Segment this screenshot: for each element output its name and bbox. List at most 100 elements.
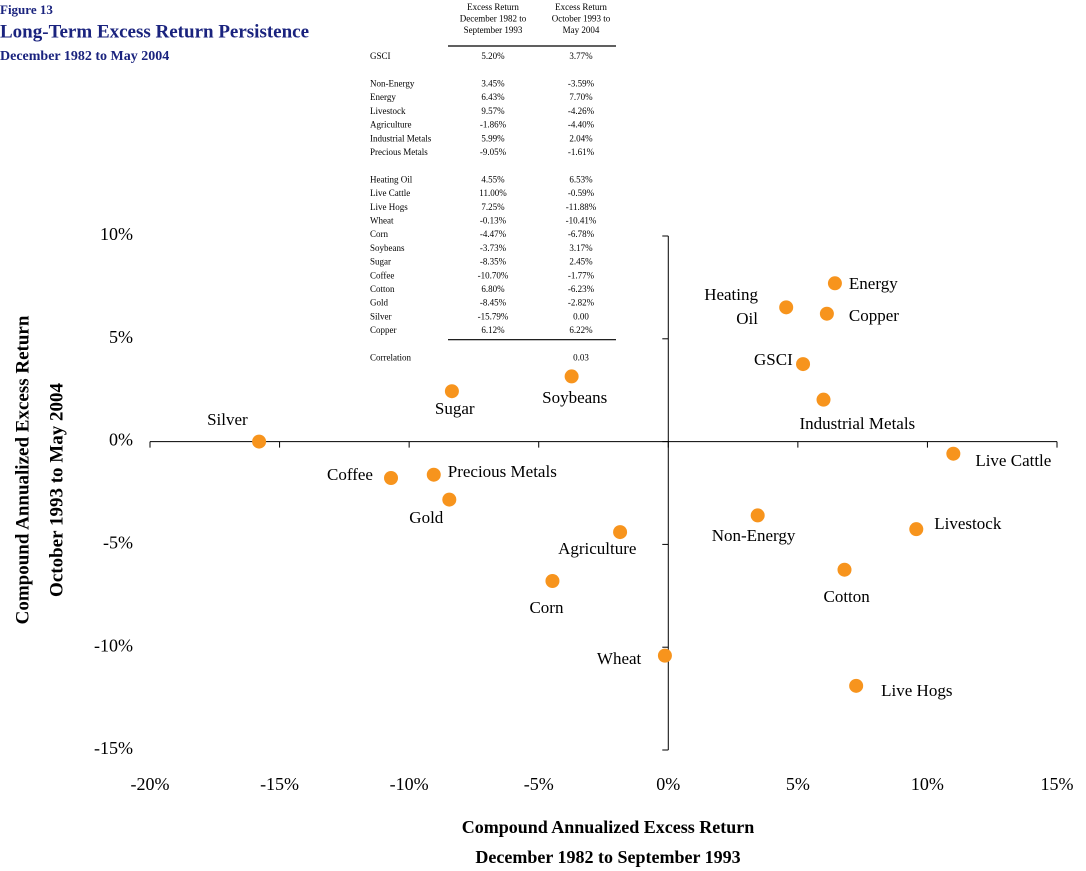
y-axis-title: October 1993 to May 2004	[46, 383, 67, 597]
table-row-name: Livestock	[370, 106, 406, 116]
table-cell: -6.78%	[568, 229, 595, 239]
point-label: Wheat	[596, 648, 642, 668]
table-cell: -1.77%	[568, 270, 595, 280]
table-cell: 11.00%	[479, 188, 507, 198]
table-row-name: Wheat	[370, 215, 394, 225]
point-label: Livestock	[934, 514, 1002, 534]
point-label: Cotton	[823, 586, 870, 606]
table-row-name: Copper	[370, 325, 397, 335]
table-header: May 2004	[563, 25, 600, 35]
table-cell: -3.59%	[568, 78, 595, 88]
table-cell: -2.82%	[568, 298, 595, 308]
table-row-name: GSCI	[370, 51, 391, 61]
chart-title: Long-Term Excess Return Persistence	[0, 21, 309, 42]
table-row-name: Energy	[370, 92, 396, 102]
table-cell: -8.35%	[480, 257, 507, 267]
table-cell: 6.12%	[481, 325, 505, 335]
table-cell: 7.25%	[481, 202, 505, 212]
table-cell: -9.05%	[480, 147, 507, 157]
y-tick-label: 10%	[100, 224, 133, 244]
point-label: Copper	[848, 305, 899, 325]
chart-subtitle: December 1982 to May 2004	[0, 49, 169, 64]
table-row-name: Cotton	[370, 284, 395, 294]
table-row-name: Non-Energy	[370, 78, 415, 88]
data-point	[849, 678, 864, 693]
table-header: Excess Return	[555, 2, 607, 12]
table-cell: -8.45%	[480, 298, 507, 308]
data-point	[384, 470, 399, 485]
table-row-name: Correlation	[370, 352, 411, 362]
data-point	[657, 648, 672, 663]
point-label: GSCI	[754, 350, 793, 370]
data-point	[444, 384, 459, 399]
table-row-name: Precious Metals	[370, 147, 428, 157]
table-cell: 0.03	[573, 352, 589, 362]
table-cell: -4.40%	[568, 120, 595, 130]
point-label: Silver	[207, 409, 248, 429]
table-cell: 0.00	[573, 311, 589, 321]
point-label: Heating Oil	[704, 285, 759, 329]
point-label: Agriculture	[558, 539, 637, 559]
figure-label: Figure 13	[0, 2, 53, 17]
data-point	[442, 492, 457, 507]
table-row-name: Agriculture	[370, 120, 411, 130]
table-cell: -1.61%	[568, 147, 595, 157]
table-cell: 7.70%	[569, 92, 593, 102]
table-cell: 6.80%	[481, 284, 505, 294]
table-cell: -3.73%	[480, 243, 507, 253]
table-cell: -4.47%	[480, 229, 507, 239]
table-row-name: Coffee	[370, 270, 394, 280]
table-cell: -0.13%	[480, 215, 507, 225]
table-row-name: Silver	[370, 311, 392, 321]
y-tick-label: -15%	[94, 738, 133, 758]
x-tick-label: 0%	[656, 774, 680, 794]
x-tick-label: 5%	[786, 774, 810, 794]
table-cell: 9.57%	[481, 106, 505, 116]
data-point	[545, 573, 560, 588]
y-axis-title: Compound Annualized Excess Return	[12, 315, 33, 624]
data-point	[252, 434, 267, 449]
point-label: Corn	[529, 597, 564, 617]
data-point	[796, 357, 811, 372]
table-header: October 1993 to	[552, 14, 611, 24]
table-cell: -11.88%	[566, 202, 597, 212]
point-label: Precious Metals	[447, 461, 557, 481]
table-cell: 6.43%	[481, 92, 505, 102]
table-cell: -4.26%	[568, 106, 595, 116]
point-label: Live Cattle	[975, 450, 1052, 470]
x-tick-label: 10%	[911, 774, 944, 794]
data-point	[816, 392, 831, 407]
y-tick-label: 5%	[109, 327, 133, 347]
x-tick-label: -20%	[131, 774, 170, 794]
table-cell: 6.53%	[569, 174, 593, 184]
table-cell: 3.17%	[569, 243, 593, 253]
table-cell: 4.55%	[481, 174, 505, 184]
data-point	[613, 525, 628, 540]
data-point	[564, 369, 579, 384]
table-row-name: Soybeans	[370, 243, 405, 253]
table-row-name: Industrial Metals	[370, 133, 432, 143]
table-cell: 3.45%	[481, 78, 505, 88]
table-cell: -10.41%	[566, 215, 597, 225]
table-row-name: Sugar	[370, 257, 391, 267]
table-row-name: Live Cattle	[370, 188, 410, 198]
data-point	[819, 306, 834, 321]
data-point	[946, 446, 961, 461]
y-tick-label: 0%	[109, 430, 133, 450]
table-row-name: Corn	[370, 229, 389, 239]
table-cell: 3.77%	[569, 51, 593, 61]
data-point	[909, 522, 924, 537]
point-label: Soybeans	[542, 388, 608, 408]
point-label: Sugar	[434, 399, 475, 419]
table-cell: 2.04%	[569, 133, 593, 143]
data-point	[779, 300, 794, 315]
point-label: Coffee	[327, 464, 373, 484]
table-row-name: Live Hogs	[370, 202, 408, 212]
table-cell: -10.70%	[478, 270, 509, 280]
table-cell: 6.22%	[569, 325, 593, 335]
data-point	[827, 276, 842, 291]
table-cell: 2.45%	[569, 257, 593, 267]
x-axis-title: Compound Annualized Excess Return	[462, 817, 755, 837]
x-tick-label: 15%	[1041, 774, 1074, 794]
